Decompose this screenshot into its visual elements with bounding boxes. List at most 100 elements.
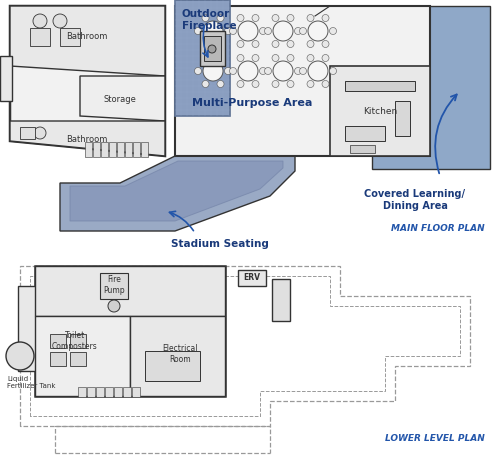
Circle shape: [224, 28, 232, 35]
Bar: [395, 101, 410, 136]
Text: Liquid
Fertilizer Tank: Liquid Fertilizer Tank: [7, 376, 56, 389]
Polygon shape: [35, 266, 225, 316]
Text: Toilet
Composters: Toilet Composters: [52, 331, 98, 351]
Circle shape: [237, 41, 244, 47]
Circle shape: [264, 28, 272, 35]
Bar: [114, 387, 122, 397]
Circle shape: [300, 28, 306, 35]
Circle shape: [238, 21, 258, 41]
Circle shape: [224, 67, 232, 75]
Circle shape: [307, 81, 314, 88]
Circle shape: [272, 14, 279, 22]
Polygon shape: [130, 316, 225, 396]
Circle shape: [272, 41, 279, 47]
Circle shape: [252, 81, 259, 88]
Text: MAIN FLOOR PLAN: MAIN FLOOR PLAN: [392, 224, 485, 233]
Circle shape: [203, 61, 223, 81]
Circle shape: [294, 28, 302, 35]
Bar: [50, 334, 66, 348]
Polygon shape: [372, 6, 490, 169]
Circle shape: [252, 54, 259, 61]
Circle shape: [260, 67, 266, 75]
Circle shape: [237, 14, 244, 22]
Text: ERV: ERV: [244, 273, 260, 283]
Bar: [272, 279, 290, 321]
Text: Bathroom: Bathroom: [66, 135, 108, 143]
Bar: [100, 273, 128, 299]
Circle shape: [307, 54, 314, 61]
Bar: [125, 142, 132, 157]
Bar: [70, 352, 86, 366]
Circle shape: [322, 81, 329, 88]
Polygon shape: [10, 6, 165, 76]
Text: Multi-Purpose Area: Multi-Purpose Area: [192, 98, 312, 108]
Bar: [204, 36, 221, 61]
Circle shape: [194, 28, 202, 35]
Circle shape: [264, 67, 272, 75]
Text: Kitchen: Kitchen: [363, 106, 397, 116]
Bar: [101, 142, 108, 157]
Polygon shape: [35, 316, 130, 396]
Bar: [200, 31, 225, 66]
Circle shape: [217, 81, 224, 88]
Bar: [78, 387, 86, 397]
Polygon shape: [35, 266, 225, 396]
Bar: [345, 81, 415, 91]
Polygon shape: [10, 121, 165, 156]
Text: Stadium Seating: Stadium Seating: [171, 239, 269, 249]
Circle shape: [307, 14, 314, 22]
Circle shape: [307, 41, 314, 47]
Circle shape: [322, 14, 329, 22]
Text: Covered Learning/
Dining Area: Covered Learning/ Dining Area: [364, 189, 466, 212]
Circle shape: [202, 14, 209, 22]
Bar: [20, 127, 35, 139]
Circle shape: [322, 41, 329, 47]
Circle shape: [34, 127, 46, 139]
Circle shape: [308, 21, 328, 41]
Bar: [117, 142, 124, 157]
Circle shape: [287, 81, 294, 88]
Circle shape: [287, 54, 294, 61]
Bar: [0, 56, 12, 101]
Text: Storage: Storage: [104, 95, 136, 104]
Polygon shape: [60, 156, 295, 231]
Bar: [145, 351, 200, 381]
Circle shape: [287, 14, 294, 22]
Bar: [18, 286, 38, 371]
Circle shape: [294, 67, 302, 75]
Circle shape: [252, 14, 259, 22]
Circle shape: [202, 54, 209, 61]
Bar: [60, 28, 80, 46]
Circle shape: [272, 81, 279, 88]
Polygon shape: [175, 0, 230, 116]
Circle shape: [322, 54, 329, 61]
Text: LOWER LEVEL PLAN: LOWER LEVEL PLAN: [385, 434, 485, 443]
Bar: [96, 387, 104, 397]
Circle shape: [203, 21, 223, 41]
Bar: [105, 387, 113, 397]
Circle shape: [300, 67, 306, 75]
Circle shape: [237, 54, 244, 61]
Bar: [109, 142, 116, 157]
Polygon shape: [10, 6, 165, 156]
Bar: [123, 387, 131, 397]
Circle shape: [202, 81, 209, 88]
Circle shape: [53, 14, 67, 28]
Polygon shape: [330, 66, 430, 156]
Circle shape: [308, 61, 328, 81]
Circle shape: [272, 54, 279, 61]
Bar: [85, 142, 92, 157]
Circle shape: [260, 28, 266, 35]
Circle shape: [217, 54, 224, 61]
Circle shape: [330, 67, 336, 75]
Circle shape: [217, 14, 224, 22]
Bar: [238, 270, 266, 286]
Bar: [93, 142, 100, 157]
Bar: [50, 352, 66, 366]
Bar: [141, 142, 148, 157]
Circle shape: [230, 67, 236, 75]
Circle shape: [273, 61, 293, 81]
Circle shape: [208, 45, 216, 53]
Circle shape: [194, 67, 202, 75]
Polygon shape: [175, 6, 430, 156]
